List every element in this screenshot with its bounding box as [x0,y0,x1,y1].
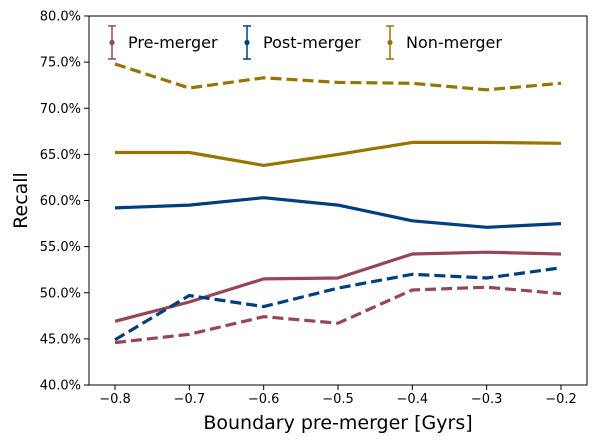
x-tick-label: −0.8 [99,392,131,407]
legend-item-post-merger: Post-merger [243,25,361,60]
y-tick-label: 55.0% [40,240,81,255]
x-tick-label: −0.3 [471,392,503,407]
x-axis-label: Boundary pre-merger [Gyrs] [203,412,472,434]
x-tick-label: −0.5 [322,392,354,407]
plot-frame [88,15,588,386]
series-layer [114,62,562,345]
y-tick-label: 80.0% [40,10,81,25]
legend: Pre-merger Post-merger Non-merger [108,25,502,60]
legend-marker [387,39,393,46]
series-line-post-merger-dashed [114,266,562,342]
legend-marker [244,39,250,46]
series-line-non-merger-solid [115,140,562,167]
legend-label: Post-merger [263,33,361,52]
y-axis: 40.0% 45.0% 50.0% 55.0% 60.0% 65.0% 70.0% 75.0%… [40,10,89,394]
x-tick-label: −0.6 [248,392,280,407]
series-line-post-merger-solid [114,196,562,229]
series-line-pre-merger-solid [114,250,562,323]
legend-item-pre-merger: Pre-merger [108,25,218,60]
y-tick-label: 40.0% [40,379,81,394]
y-tick-label: 45.0% [40,332,81,347]
y-axis-label: Recall [10,172,32,229]
y-tick-label: 75.0% [40,56,81,71]
legend-item-non-merger: Non-merger [386,25,502,60]
series-line-pre-merger-dashed [114,285,562,345]
x-tick-label: −0.7 [174,392,206,407]
legend-marker [109,39,115,46]
legend-label: Pre-merger [128,33,218,52]
y-tick-label: 65.0% [40,148,81,163]
y-tick-label: 50.0% [40,286,81,301]
legend-label: Non-merger [406,33,502,52]
y-tick-label: 70.0% [40,102,81,117]
series-line-non-merger-dashed [114,62,562,92]
x-tick-label: −0.4 [397,392,429,407]
x-axis: −0.8 −0.7 −0.6 −0.5 −0.4 −0.3 −0.2 [99,385,577,407]
x-tick-label: −0.2 [545,392,577,407]
y-tick-label: 60.0% [40,194,81,209]
